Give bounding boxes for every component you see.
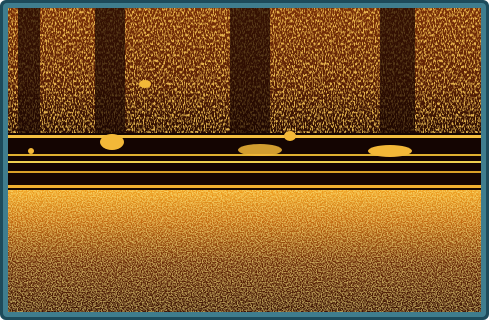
body	[0, 0, 489, 320]
seabed-speckle	[8, 190, 481, 312]
sonar-view	[0, 0, 489, 320]
page: {} html, body { margin: 0; padding: 0; w…	[0, 0, 489, 320]
